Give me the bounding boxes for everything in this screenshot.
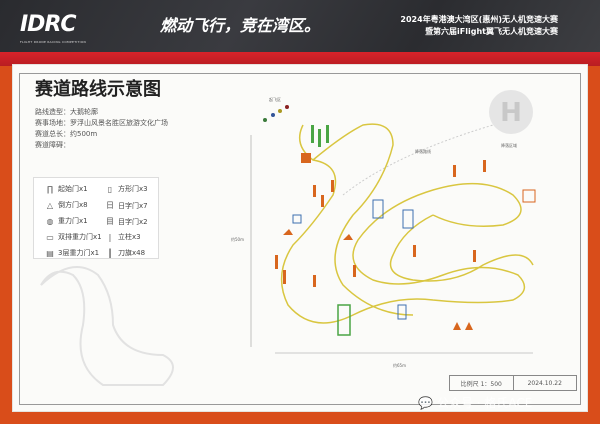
idrc-logo: IDRC	[20, 12, 77, 37]
legend-item: △ 倒方门x8	[46, 200, 88, 210]
legend-item: ◍ 重力门x1	[46, 216, 88, 226]
page-title: 赛道路线示意图	[35, 79, 161, 100]
legend-label: 目字门x2	[118, 217, 148, 226]
legend-item: 日日字门x7	[106, 200, 148, 211]
info-venue: 赛事场地：罗浮山风景名胜区旅游文化广场	[35, 119, 168, 127]
race-track	[280, 123, 534, 324]
landing-route-label: 降落路线	[415, 148, 431, 154]
info-obstacles: 赛道障碍：	[35, 141, 70, 149]
ri-gate-icon: 日	[106, 201, 114, 210]
legend-item: 目目字门x2	[106, 216, 148, 227]
legend-label: 方形门x3	[118, 185, 148, 193]
gates	[275, 125, 536, 336]
inverted-gate-icon: △	[46, 200, 54, 210]
legend-item: | 立柱x3	[106, 232, 141, 242]
legend-label: 起始门x1	[58, 185, 88, 193]
red-stripe	[0, 52, 600, 66]
helipad-letter: H	[500, 98, 522, 128]
info-shape: 路线造型：大鹅轮廓	[35, 108, 98, 116]
height-dimension-label: 约50m	[231, 236, 244, 242]
takeoff-pads	[263, 105, 289, 122]
wechat-icon: 💬	[418, 396, 433, 410]
landing-route	[342, 124, 494, 196]
drawing-date: 2024.10.22	[527, 379, 562, 387]
track-info: 路线造型：大鹅轮廓 赛事场地：罗浮山风景名胜区旅游文化广场 赛道总长：约500m…	[35, 107, 168, 151]
legend-item: ▭ 双排重力门x1	[46, 232, 102, 242]
start-gate-icon: ∏	[46, 184, 54, 194]
watermark-text: 公众号 · 格氏ACE	[436, 396, 533, 410]
legend-label: 立柱x3	[118, 233, 141, 241]
landing-area-label: 降落区域	[501, 142, 517, 148]
legend-label: 刀旗x48	[118, 249, 146, 257]
event-line-1: 2024年粤港澳大湾区(惠州)无人机竞速大赛	[400, 15, 558, 24]
legend-label: 双排重力门x1	[58, 233, 102, 241]
mu-gate-icon: 目	[106, 217, 114, 226]
header-banner: IDRC FLIGHT DRONE RACING COMPETITION 燃动飞…	[0, 0, 600, 52]
scale-label: 比例尺 1：500	[450, 376, 514, 390]
track-card: 赛道路线示意图 路线造型：大鹅轮廓 赛事场地：罗浮山风景名胜区旅游文化广场 赛道…	[12, 64, 588, 412]
legend-label: 倒方门x8	[58, 201, 88, 209]
legend-label: 日字门x7	[118, 201, 148, 210]
obstacle-legend: ∏ 起始门x1 ▯ 方形门x3 △ 倒方门x8 日日字门x7 ◍ 重力门x1 目目字门x…	[33, 177, 159, 259]
legend-label: 重力门x1	[58, 217, 88, 225]
flag-icon: ┃	[107, 248, 113, 258]
watermark: 💬 公众号 · 格氏ACE	[418, 396, 532, 410]
triple-gravity-gate-icon: ▤	[46, 248, 54, 258]
track-map: 约50m 约65m 起飞区 降落路线 H 降落区域	[40, 90, 536, 386]
event-line-2: 暨第六届iFlight翼飞无人机竞速大赛	[425, 27, 558, 36]
info-length: 赛道总长：约500m	[35, 130, 98, 138]
legend-item: ▯ 方形门x3	[106, 184, 148, 194]
drawing-frame	[19, 73, 581, 405]
legend-item: ┃ 刀旗x48	[106, 248, 145, 258]
pillar-icon: |	[108, 232, 112, 242]
logo-subtitle: FLIGHT DRONE RACING COMPETITION	[20, 40, 87, 44]
legend-item: ▤ 3层重力门x1	[46, 248, 99, 258]
event-title: 2024年粤港澳大湾区(惠州)无人机竞速大赛 暨第六届iFlight翼飞无人机竞…	[400, 14, 558, 38]
goose-outline	[40, 266, 174, 386]
legend-label: 3层重力门x1	[58, 249, 100, 257]
scale-box: 比例尺 1：500 2024.10.22	[449, 375, 577, 391]
helipad	[489, 90, 533, 134]
takeoff-label: 起飞区	[269, 96, 281, 102]
width-dimension-label: 约65m	[393, 362, 406, 368]
legend-item: ∏ 起始门x1	[46, 184, 88, 194]
gravity-gate-icon: ◍	[46, 216, 54, 226]
square-gate-icon: ▯	[107, 184, 113, 194]
double-gravity-gate-icon: ▭	[46, 232, 54, 242]
slogan: 燃动飞行，竞在湾区。	[160, 16, 321, 35]
